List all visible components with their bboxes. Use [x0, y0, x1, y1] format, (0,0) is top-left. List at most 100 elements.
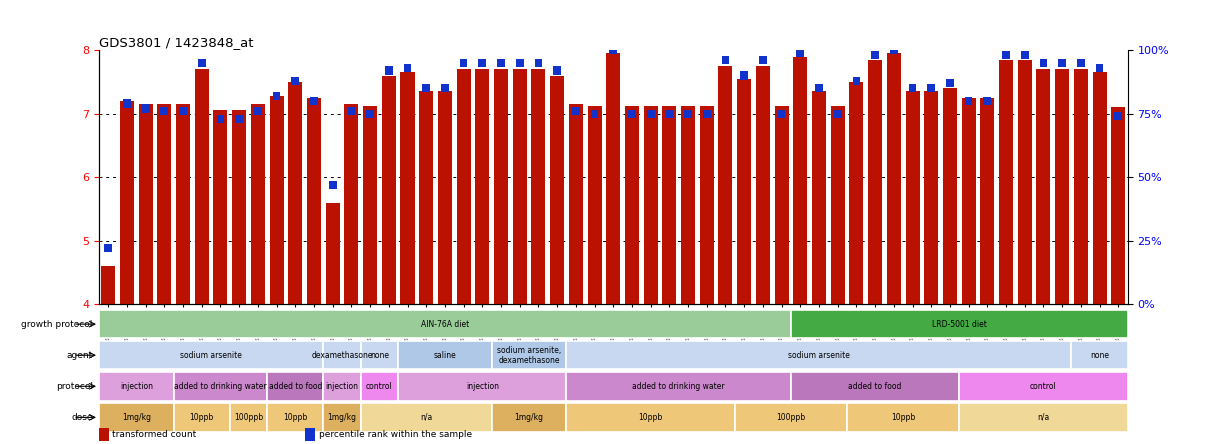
- Bar: [268, 372, 323, 400]
- Bar: [345, 104, 358, 304]
- Text: growth protocol: growth protocol: [22, 320, 93, 329]
- Bar: [983, 97, 991, 105]
- Text: 10ppb: 10ppb: [891, 413, 915, 422]
- Bar: [908, 84, 917, 92]
- Text: added to drinking water: added to drinking water: [174, 382, 267, 391]
- Bar: [385, 66, 393, 75]
- Bar: [774, 106, 789, 304]
- Bar: [999, 59, 1013, 304]
- Bar: [965, 97, 972, 105]
- Bar: [194, 69, 209, 304]
- Bar: [1021, 51, 1029, 59]
- Bar: [363, 106, 377, 304]
- Text: 100ppb: 100ppb: [777, 413, 806, 422]
- Bar: [980, 98, 994, 304]
- Bar: [326, 202, 340, 304]
- Bar: [142, 104, 150, 113]
- Text: none: none: [1090, 351, 1110, 360]
- Bar: [959, 372, 1128, 400]
- Bar: [347, 107, 356, 115]
- Bar: [457, 69, 470, 304]
- Text: dose: dose: [71, 413, 93, 422]
- Text: 100ppb: 100ppb: [234, 413, 263, 422]
- Bar: [868, 59, 882, 304]
- Bar: [756, 66, 769, 304]
- Text: LRD-5001 diet: LRD-5001 diet: [932, 320, 987, 329]
- Bar: [213, 111, 228, 304]
- Bar: [404, 64, 411, 72]
- Text: dexamethasone: dexamethasone: [311, 351, 373, 360]
- Bar: [1055, 69, 1070, 304]
- Bar: [681, 106, 695, 304]
- Bar: [323, 341, 361, 369]
- Bar: [1077, 59, 1084, 67]
- Bar: [268, 403, 323, 432]
- Bar: [567, 372, 791, 400]
- Text: added to food: added to food: [848, 382, 902, 391]
- Bar: [943, 88, 956, 304]
- Bar: [833, 110, 842, 118]
- Bar: [734, 403, 847, 432]
- Bar: [666, 110, 673, 118]
- Text: control: control: [1030, 382, 1056, 391]
- Bar: [644, 106, 657, 304]
- Bar: [99, 403, 174, 432]
- Bar: [946, 79, 954, 87]
- Text: added to drinking water: added to drinking water: [632, 382, 725, 391]
- Bar: [361, 372, 398, 400]
- Bar: [288, 82, 303, 304]
- Bar: [422, 84, 431, 92]
- Bar: [361, 341, 398, 369]
- Bar: [684, 110, 692, 118]
- Bar: [323, 372, 361, 400]
- Bar: [927, 84, 935, 92]
- Bar: [270, 96, 283, 304]
- Bar: [310, 97, 318, 105]
- Text: injection: injection: [326, 382, 358, 391]
- Bar: [497, 59, 505, 67]
- Bar: [737, 79, 751, 304]
- Bar: [398, 372, 567, 400]
- Bar: [628, 110, 636, 118]
- Bar: [438, 91, 452, 304]
- Bar: [554, 66, 561, 75]
- Bar: [1036, 69, 1050, 304]
- Bar: [1096, 64, 1103, 72]
- Bar: [176, 104, 191, 304]
- Text: n/a: n/a: [420, 413, 432, 422]
- Text: injection: injection: [466, 382, 499, 391]
- Bar: [886, 53, 901, 304]
- Text: 10ppb: 10ppb: [638, 413, 663, 422]
- Bar: [323, 403, 361, 432]
- Bar: [961, 98, 976, 304]
- Text: 10ppb: 10ppb: [189, 413, 213, 422]
- Bar: [382, 75, 396, 304]
- Bar: [139, 104, 153, 304]
- Bar: [123, 99, 130, 107]
- Bar: [815, 84, 822, 92]
- Bar: [329, 181, 336, 189]
- Bar: [890, 46, 897, 54]
- Bar: [1040, 59, 1047, 67]
- Bar: [759, 56, 767, 64]
- Bar: [924, 91, 938, 304]
- Bar: [567, 341, 1071, 369]
- Bar: [99, 428, 109, 441]
- Bar: [174, 403, 230, 432]
- Bar: [1073, 69, 1088, 304]
- Bar: [492, 403, 567, 432]
- Bar: [479, 59, 486, 67]
- Bar: [567, 403, 734, 432]
- Bar: [361, 403, 492, 432]
- Bar: [849, 82, 863, 304]
- Bar: [534, 59, 543, 67]
- Bar: [180, 107, 187, 115]
- Text: sodium arsenite: sodium arsenite: [180, 351, 242, 360]
- Bar: [251, 104, 265, 304]
- Bar: [99, 310, 791, 338]
- Text: protocol: protocol: [55, 382, 93, 391]
- Text: n/a: n/a: [1037, 413, 1049, 422]
- Bar: [475, 69, 490, 304]
- Bar: [273, 92, 281, 100]
- Bar: [1018, 59, 1032, 304]
